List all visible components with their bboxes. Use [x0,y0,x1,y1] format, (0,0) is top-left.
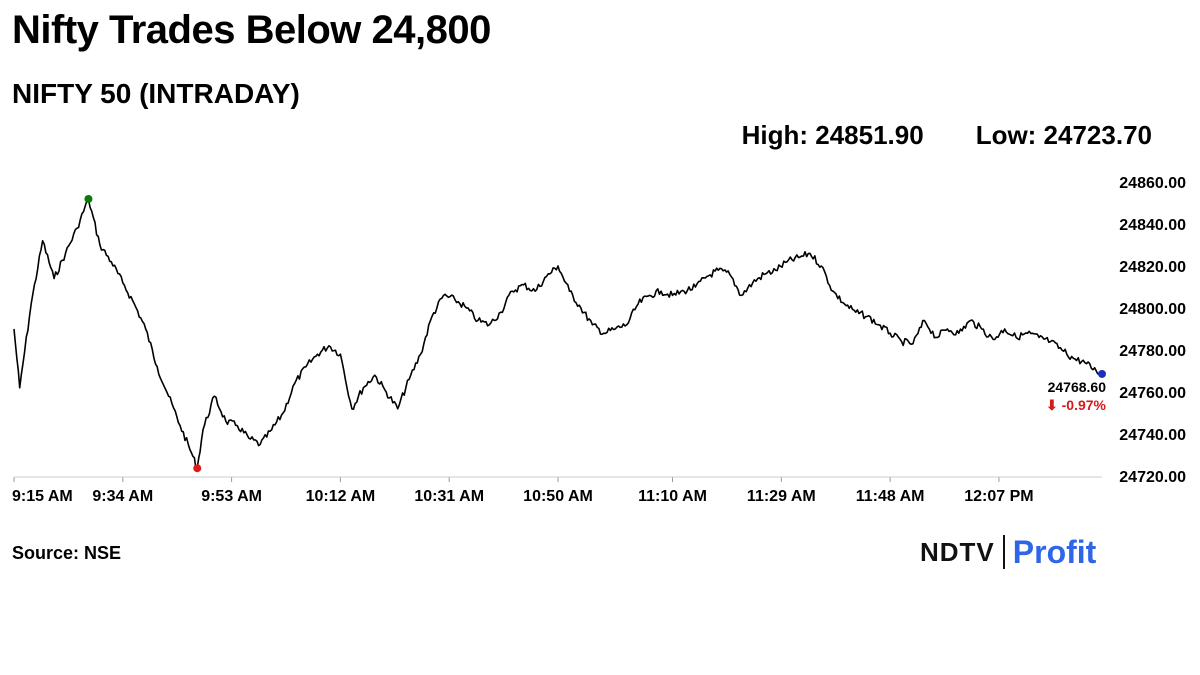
y-tick-label: 24840.00 [1119,217,1186,234]
high-value: High: 24851.90 [741,120,924,150]
low-marker [193,464,202,473]
x-tick-label: 11:10 AM [638,488,707,505]
x-tick-label: 9:15 AM [12,488,73,505]
last-price-label: 24768.60 [1048,379,1107,395]
y-axis-ticks: 24860.00 24840.00 24820.00 24800.00 24780.00… [1119,175,1186,486]
y-tick-label: 24820.00 [1119,259,1186,276]
x-tick-label: 9:53 AM [201,488,262,505]
x-tick-label: 9:34 AM [92,488,153,505]
logo-profit-text: Profit [1012,533,1097,570]
logo-divider [1002,535,1005,569]
high-marker [84,195,93,204]
chart-subtitle: NIFTY 50 (INTRADAY) [12,78,300,109]
x-tick-label: 12:07 PM [964,488,1033,505]
x-tick-label: 11:29 AM [747,488,816,505]
y-tick-label: 24720.00 [1119,469,1186,486]
y-tick-label: 24740.00 [1119,427,1186,444]
x-axis-ticks: 9:15 AM 9:34 AM 9:53 AM 10:12 AM 10:31 AM 10:… [12,477,1034,505]
low-value: Low: 24723.70 [975,120,1152,150]
last-price-marker [1098,369,1106,378]
change-percent-label: ⬇ -0.97% [1046,397,1107,413]
x-tick-label: 10:12 AM [306,488,376,505]
price-series-line [13,198,1103,469]
high-low-readout: High: 24851.90 Low: 24723.70 [742,120,1152,151]
headline: Nifty Trades Below 24,800 [12,8,491,52]
x-tick-label: 11:48 AM [856,488,925,505]
x-tick-label: 10:50 AM [523,488,593,505]
y-tick-label: 24780.00 [1119,343,1186,360]
source-note: Source: NSE [12,543,122,563]
intraday-line-chart: 24860.00 24840.00 24820.00 24800.00 24780.00… [12,175,1186,505]
ndtv-profit-logo: NDTV Profit [920,534,1096,570]
y-tick-label: 24760.00 [1119,385,1186,402]
y-tick-label: 24800.00 [1119,301,1186,318]
x-tick-label: 10:31 AM [414,488,484,505]
y-tick-label: 24860.00 [1119,175,1186,192]
logo-ndtv-text: NDTV [920,536,995,567]
